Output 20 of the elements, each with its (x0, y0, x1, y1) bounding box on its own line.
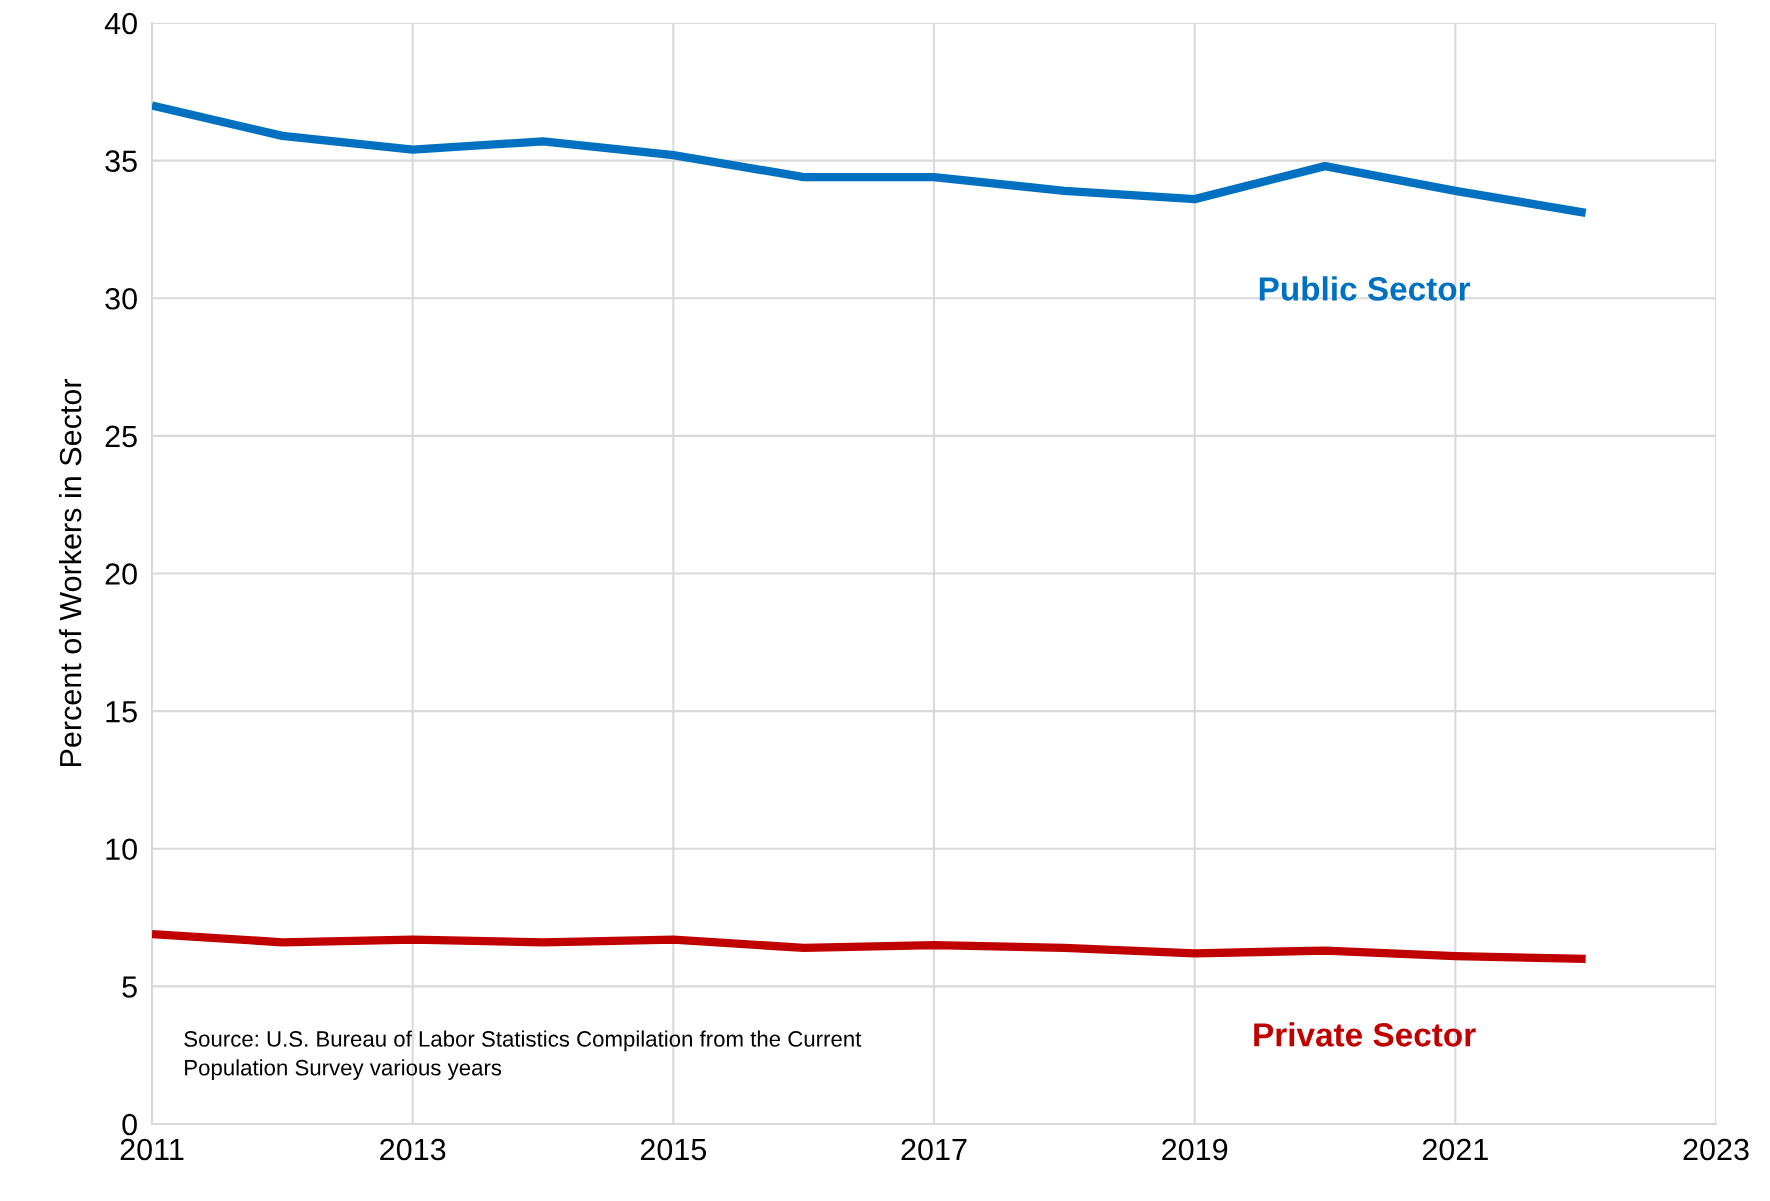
x-tick-label: 2023 (1683, 1138, 1749, 1161)
annotation: Source: U.S. Bureau of Labor Statistics Compilation from the Current Population Survey various years (184, 1030, 862, 1080)
y-tick-label: 15 (106, 701, 137, 723)
x-tick-label: 2011 (120, 1138, 184, 1161)
y-tick-label: 10 (106, 838, 137, 861)
y-tick-label: 40 (104, 12, 137, 35)
x-tick-label: 2019 (1162, 1138, 1228, 1161)
y-tick-label: 0 (122, 1113, 137, 1136)
y-tick-label: 30 (105, 287, 137, 310)
x-tick-label: 2021 (1422, 1138, 1488, 1161)
y-axis-title: Percent of Workers in Sector (58, 378, 82, 766)
y-tick-label: 25 (105, 425, 137, 448)
y-tick-label: 5 (122, 976, 137, 998)
x-tick-label: 2017 (901, 1138, 967, 1161)
y-tick-label: 20 (105, 563, 137, 585)
series-label: Private Sector (1254, 1022, 1476, 1047)
x-tick-label: 2015 (640, 1138, 707, 1161)
x-tick-label: 2013 (380, 1138, 446, 1161)
text: Public Sector (1259, 276, 1471, 301)
y-tick-label: 35 (105, 150, 137, 172)
